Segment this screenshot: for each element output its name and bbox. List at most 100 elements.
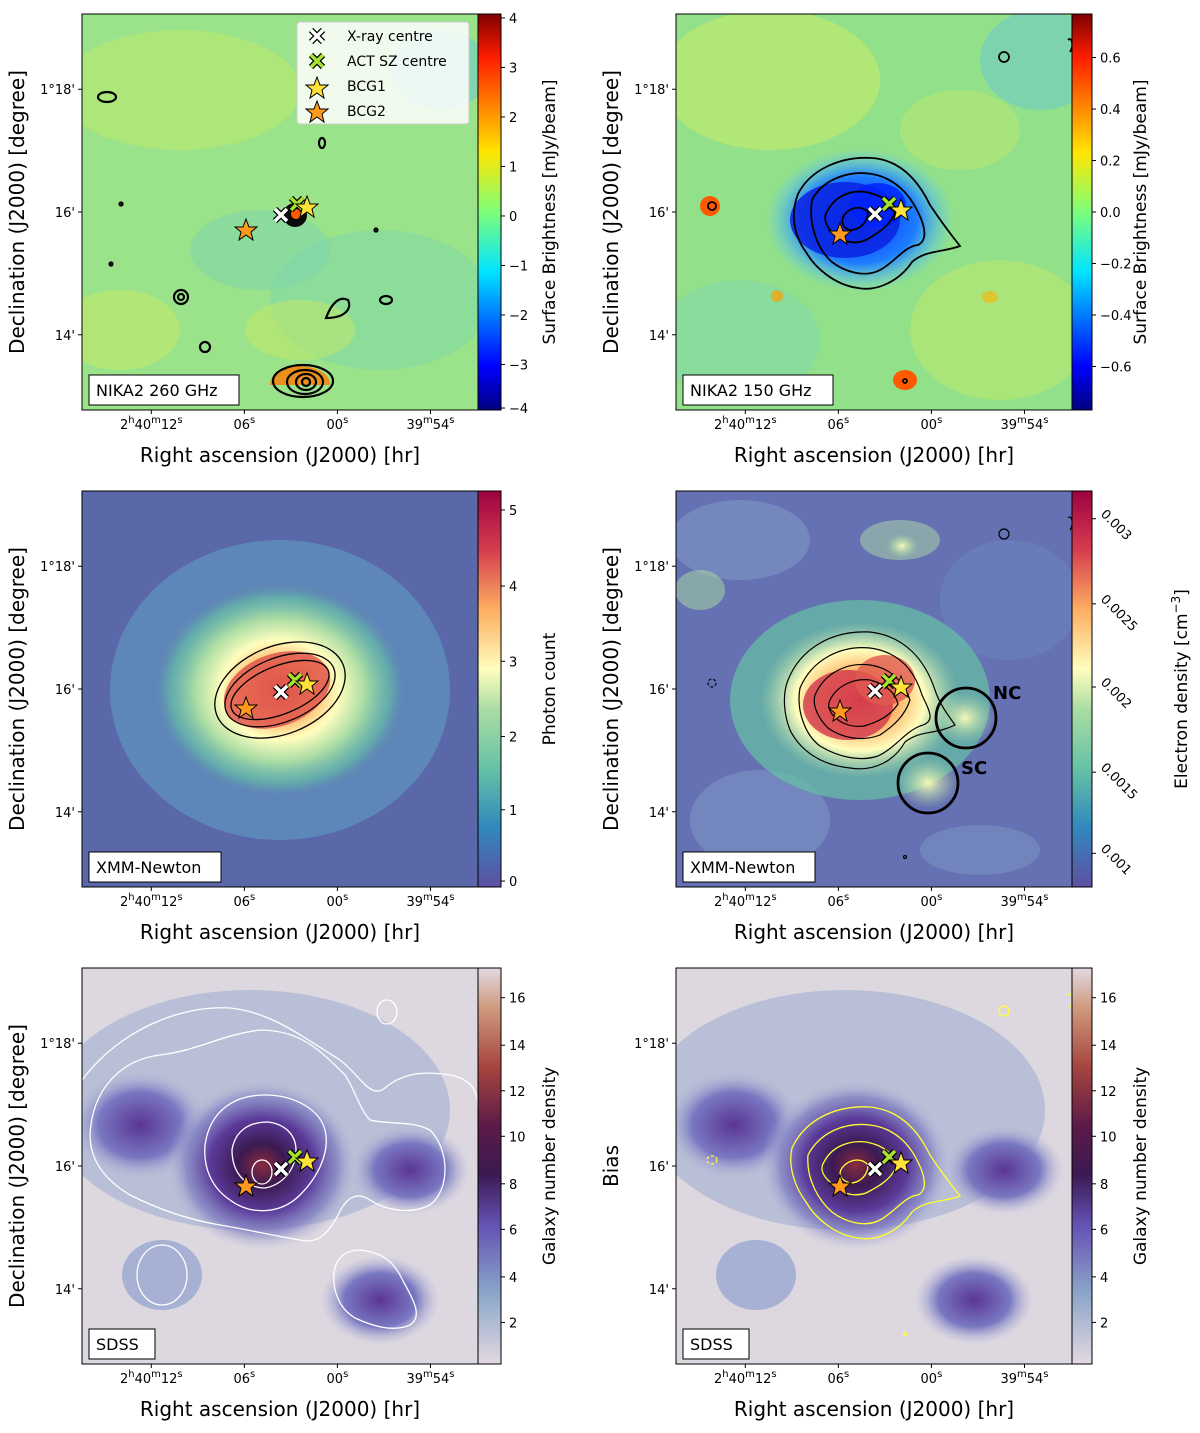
colorbar-sdss-right	[1071, 967, 1093, 1365]
panel-tag: NIKA2 260 GHz	[96, 381, 218, 400]
map-xmm-density: NC SC	[676, 491, 1072, 887]
colorbar-tick-label: 0	[509, 875, 517, 890]
y-tick-label: 1°18'	[40, 560, 75, 575]
legend-nika2-260: X-ray centre ACT SZ centre BCG1 BCG2	[296, 21, 470, 125]
x-tick-label: 06s	[827, 892, 849, 910]
y-tick-label: 1°18'	[40, 1037, 75, 1052]
colorbar-tick-label: −0.2	[1100, 257, 1132, 272]
colorbar-xmm-density	[1071, 490, 1093, 888]
x-tick-label: 2h40m12s	[714, 1369, 777, 1387]
colorbar-nika2-150	[1071, 13, 1093, 411]
x-tick-label: 39m54s	[406, 415, 454, 433]
x-tick-label: 2h40m12s	[120, 1369, 183, 1387]
markers-sdss-left	[233, 1148, 320, 1198]
colorbar-tick-label: 6	[1100, 1223, 1108, 1238]
colorbar-tick-label: −0.6	[1100, 360, 1132, 375]
y-tick-label: 16'	[55, 683, 75, 698]
colorbar-tick-label: 16	[509, 992, 526, 1007]
panel-tag: NIKA2 150 GHz	[690, 381, 812, 400]
x-axis-label: Right ascension (J2000) [hr]	[734, 1397, 1014, 1421]
colorbar-nika2-260	[477, 13, 502, 411]
colorbar-tick-label: 4	[509, 580, 517, 595]
colorbar-tick-label: 0.003	[1097, 507, 1134, 544]
colorbar-tick-label: −4	[509, 402, 528, 417]
panel-xmm-density: NC SC XMM-Newton	[675, 490, 1093, 888]
colorbar-tick-label: 3	[509, 61, 517, 76]
tag-xmm-photon: XMM-Newton	[88, 851, 222, 883]
colorbar-tick-label: 14	[509, 1039, 526, 1054]
x-tick-label: 00s	[921, 892, 943, 910]
colorbar-tick-label: 10	[509, 1130, 526, 1145]
colorbar-tick-label: 8	[509, 1178, 517, 1193]
markers-xmm-photon	[233, 671, 320, 720]
colorbar-tick-label: 12	[1100, 1085, 1117, 1100]
colorbar-tick-label: 12	[509, 1085, 526, 1100]
x-tick-label: 2h40m12s	[120, 415, 183, 433]
y-axis-label: Declination (J2000) [degree]	[5, 547, 29, 831]
y-axis-label: Declination (J2000) [degree]	[599, 70, 623, 354]
colorbar-label: Electron density [cm−3]	[1169, 589, 1192, 789]
panel-sdss-right: SDSS	[675, 967, 1093, 1365]
colorbar-tick-label: 4	[509, 1271, 517, 1286]
colorbar-tick-label: −3	[509, 358, 528, 373]
legend-label-bcg1: BCG1	[347, 79, 386, 95]
x-axis-label: Right ascension (J2000) [hr]	[140, 1397, 420, 1421]
x-tick-label: 2h40m12s	[714, 892, 777, 910]
colorbar-tick-label: 0.4	[1100, 103, 1121, 118]
colorbar-label: Galaxy number density	[540, 1067, 560, 1265]
y-axis-label: Declination (J2000) [degree]	[5, 70, 29, 354]
y-tick-label: 14'	[55, 329, 75, 344]
markers-sdss-right	[827, 1148, 914, 1198]
colorbar-tick-label: −2	[509, 309, 528, 324]
colorbar-tick-label: −0.4	[1100, 309, 1132, 324]
x-tick-label: 39m54s	[406, 1369, 454, 1387]
colorbar-tick-label: 0.0015	[1097, 760, 1140, 803]
colorbar-tick-label: 0.0	[1100, 206, 1121, 221]
colorbar-tick-label: 8	[1100, 1178, 1108, 1193]
tag-nika2-260: NIKA2 260 GHz	[88, 374, 240, 406]
colorbar-tick-label: 16	[1100, 992, 1117, 1007]
colorbar-tick-label: 2	[509, 731, 517, 746]
colorbar-label: Surface Brightness [mJy/beam]	[540, 80, 560, 345]
y-axis-label: Declination (J2000) [degree]	[599, 547, 623, 831]
y-tick-label: 1°18'	[634, 560, 669, 575]
colorbar-tick-label: 4	[509, 12, 517, 27]
colorbar-label: Galaxy number density	[1131, 1067, 1151, 1265]
colorbar-tick-label: 10	[1100, 1130, 1117, 1145]
tag-sdss-left: SDSS	[88, 1328, 156, 1360]
x-tick-label: 00s	[327, 892, 349, 910]
panel-tag: SDSS	[690, 1335, 733, 1354]
x-tick-label: 39m54s	[406, 892, 454, 910]
x-tick-label: 06s	[827, 1369, 849, 1387]
colorbar-tick-label: 2	[509, 111, 517, 126]
legend-label-act-sz: ACT SZ centre	[347, 54, 447, 70]
panel-nika2-150: NIKA2 150 GHz	[675, 13, 1093, 411]
colorbar-label: Photon count	[540, 632, 560, 745]
y-tick-label: 16'	[649, 206, 669, 221]
colorbar-tick-label: 0.6	[1100, 52, 1121, 67]
x-tick-label: 00s	[921, 1369, 943, 1387]
axes-layer: 2h40m12s 06s 00s 39m54s 1°18' 16' 14' Right asc…	[5, 12, 1192, 1421]
y-tick-label: 14'	[55, 1283, 75, 1298]
colorbar-tick-label: 0.2	[1100, 155, 1121, 170]
x-tick-label: 2h40m12s	[120, 892, 183, 910]
x-tick-label: 00s	[327, 1369, 349, 1387]
colorbar-tick-label: 1	[509, 160, 517, 175]
y-tick-label: 14'	[649, 806, 669, 821]
y-tick-label: 14'	[649, 329, 669, 344]
markers-nika2-150	[827, 195, 914, 246]
x-tick-label: 2h40m12s	[714, 415, 777, 433]
x-tick-label: 06s	[233, 1369, 255, 1387]
x-tick-label: 06s	[233, 892, 255, 910]
colorbar-tick-label: 0.002	[1097, 675, 1134, 712]
y-tick-label: 14'	[55, 806, 75, 821]
y-tick-label: 16'	[649, 683, 669, 698]
region-label-nc: NC	[993, 683, 1021, 704]
colorbar-tick-label: 6	[509, 1223, 517, 1238]
x-tick-label: 06s	[827, 415, 849, 433]
x-axis-label: Right ascension (J2000) [hr]	[140, 920, 420, 944]
tag-nika2-150: NIKA2 150 GHz	[682, 374, 834, 406]
markers-nika2-260	[233, 194, 320, 242]
x-axis-label: Right ascension (J2000) [hr]	[140, 443, 420, 467]
x-axis-label: Right ascension (J2000) [hr]	[734, 920, 1014, 944]
